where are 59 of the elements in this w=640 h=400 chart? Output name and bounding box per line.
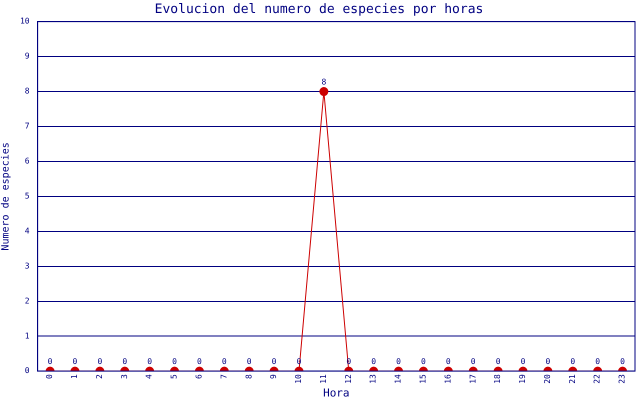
x-tick-label: 3 <box>120 374 129 379</box>
y-tick-label: 10 <box>20 16 30 26</box>
data-label: 0 <box>570 357 576 366</box>
data-label: 0 <box>545 357 550 366</box>
data-label: 0 <box>396 357 402 366</box>
x-tick-label: 4 <box>144 374 154 379</box>
data-label: 0 <box>246 357 252 366</box>
data-label: 0 <box>620 357 626 366</box>
x-tick-label: 6 <box>194 374 204 379</box>
x-tick-label: 22 <box>592 374 602 384</box>
data-label: 0 <box>421 357 426 366</box>
x-tick-label: 15 <box>418 374 428 384</box>
y-tick-label: 3 <box>24 261 30 270</box>
data-label: 0 <box>520 357 526 366</box>
data-label: 0 <box>595 357 600 366</box>
x-tick-label: 12 <box>344 374 353 384</box>
x-tick-label: 20 <box>542 374 552 384</box>
data-label: 0 <box>122 357 128 366</box>
data-label: 8 <box>321 78 326 87</box>
x-axis-title: Hora <box>323 386 350 400</box>
data-label: 0 <box>496 357 501 366</box>
data-label: 0 <box>272 357 277 366</box>
data-label: 0 <box>172 357 178 366</box>
x-tick-label: 2 <box>94 374 104 379</box>
x-tick-label: 1 <box>70 374 80 379</box>
data-label: 0 <box>222 357 227 366</box>
x-tick-label: 0 <box>45 374 54 379</box>
y-tick-label: 9 <box>24 52 30 61</box>
data-label: 0 <box>72 357 78 366</box>
x-tick-label: 21 <box>568 374 577 384</box>
x-tick-label: 17 <box>468 374 478 384</box>
data-label: 0 <box>147 357 152 366</box>
y-axis-title: Numero de especies <box>0 142 12 251</box>
x-tick-label: 19 <box>518 374 528 384</box>
x-tick-label: 18 <box>493 374 502 384</box>
x-tick-label: 14 <box>394 374 403 384</box>
y-tick-label: 5 <box>24 191 30 200</box>
y-tick-label: 6 <box>24 156 30 166</box>
y-tick-label: 2 <box>24 296 30 306</box>
chart-title: Evolucion del numero de especies por horas <box>154 2 484 18</box>
x-tick-label: 11 <box>318 374 328 384</box>
x-tick-label: 23 <box>618 374 627 384</box>
x-tick-label: 9 <box>269 374 278 379</box>
data-label: 0 <box>371 357 376 366</box>
y-tick-label: 7 <box>24 122 30 131</box>
x-tick-label: 5 <box>170 374 179 379</box>
y-tick-label: 1 <box>24 331 30 340</box>
x-tick-label: 7 <box>219 374 228 379</box>
x-tick-label: 13 <box>368 374 378 384</box>
x-tick-label: 10 <box>294 374 304 384</box>
data-label: 0 <box>48 357 53 366</box>
data-label: 0 <box>97 357 102 366</box>
y-tick-label: 8 <box>24 86 30 96</box>
data-label: 0 <box>197 357 202 366</box>
x-tick-label: 8 <box>244 374 254 379</box>
data-label: 0 <box>446 357 451 366</box>
x-tick-label: 16 <box>443 374 452 384</box>
y-tick-label: 4 <box>24 226 30 236</box>
data-label: 0 <box>470 357 476 366</box>
